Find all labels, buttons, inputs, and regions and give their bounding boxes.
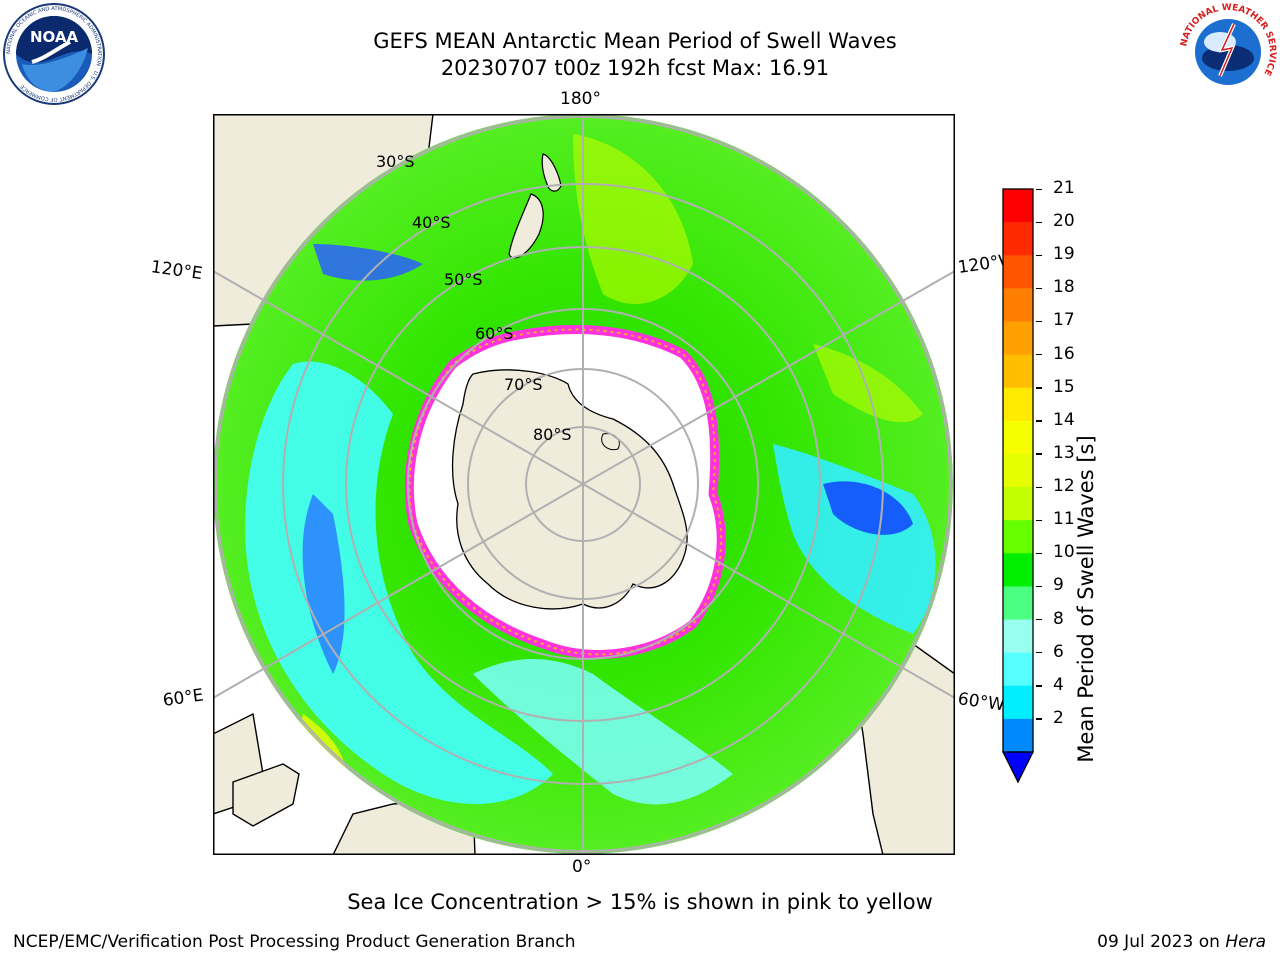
colorbar-tick-label: 11 — [1053, 509, 1075, 530]
swell-patch-cyan-pacific — [773, 444, 936, 634]
colorbar-tick-mark — [1036, 718, 1042, 720]
land-madagascar — [232, 763, 300, 827]
colorbar-swatch — [1003, 487, 1033, 521]
colorbar-tick-label: 8 — [1053, 608, 1064, 629]
colorbar-tick-label: 17 — [1053, 310, 1075, 331]
colorbar-tick-mark — [1036, 619, 1042, 621]
colorbar-tick-label: 2 — [1053, 707, 1064, 728]
colorbar-label: Mean Period of Swell Waves [s] — [1074, 435, 1098, 763]
colorbar-swatch — [1003, 453, 1033, 488]
colorbar-tick-label: 10 — [1053, 542, 1075, 563]
colorbar-swatch — [1003, 685, 1033, 720]
colorbar-tick-mark — [1036, 652, 1042, 654]
nws-logo: NATIONAL WEATHER SERVICE — [1179, 3, 1277, 100]
lon-label-120e: 120°E — [149, 257, 204, 285]
colorbar-extend-triangle — [1001, 751, 1035, 784]
colorbar-swatch — [1003, 321, 1033, 356]
colorbar-swatches — [1003, 189, 1033, 753]
colorbar-swatch — [1003, 619, 1033, 654]
colorbar-swatch — [1003, 553, 1033, 587]
lat-label-40s: 40°S — [412, 213, 451, 232]
colorbar-swatch — [1003, 189, 1033, 223]
footer-credit: NCEP/EMC/Verification Post Processing Pr… — [13, 932, 576, 952]
colorbar-tick-mark — [1036, 320, 1042, 323]
colorbar-label-holder: Mean Period of Swell Waves [s] — [1062, 435, 1098, 762]
colorbar — [1001, 188, 1035, 784]
sea-ice-edge — [408, 328, 723, 656]
lon-label-60e: 60°E — [161, 685, 205, 711]
noaa-logo-text: NOAA — [30, 28, 79, 46]
lat-label-70s: 70°S — [504, 375, 543, 394]
colorbar-tick-label: 18 — [1053, 277, 1075, 298]
colorbar-swatch — [1003, 652, 1033, 687]
chart-title: GEFS MEAN Antarctic Mean Period of Swell… — [373, 29, 897, 53]
meridian-lines — [213, 114, 955, 855]
lat-label-80s: 80°S — [533, 425, 572, 444]
colorbar-tick-mark — [1036, 453, 1042, 455]
colorbar-frame — [1002, 188, 1034, 753]
lon-label-60w: 60°W — [956, 689, 1006, 716]
noaa-logo: NATIONAL OCEANIC AND ATMOSPHERIC ADMINIS… — [3, 3, 105, 105]
polar-map — [213, 114, 955, 855]
colorbar-tick-label: 14 — [1053, 409, 1075, 430]
colorbar-tick-mark — [1036, 287, 1042, 290]
colorbar-tick-mark — [1036, 354, 1042, 356]
colorbar-tick-mark — [1036, 486, 1042, 488]
colorbar-tick-label: 15 — [1053, 376, 1075, 397]
colorbar-tick-mark — [1036, 254, 1042, 257]
colorbar-tick-mark — [1036, 420, 1042, 422]
land-antarctica — [451, 369, 688, 610]
colorbar-tick-label: 16 — [1053, 343, 1075, 364]
lon-label-180: 180° — [560, 89, 601, 109]
lat-label-50s: 50°S — [444, 270, 483, 289]
footer-date: 09 Jul 2023 on Hera — [1097, 932, 1266, 952]
sea-ice-note: Sea Ice Concentration > 15% is shown in … — [347, 890, 933, 914]
colorbar-swatch — [1003, 586, 1033, 621]
colorbar-swatch — [1003, 288, 1033, 322]
colorbar-tick-label: 4 — [1053, 674, 1064, 695]
colorbar-tick-label: 12 — [1053, 476, 1075, 497]
colorbar-swatch — [1003, 255, 1033, 289]
land-new-zealand-north — [541, 153, 562, 192]
colorbar-tick-mark — [1036, 188, 1042, 190]
colorbar-swatch — [1003, 222, 1033, 256]
map-content — [213, 114, 955, 855]
swell-patch-cyan-indian — [245, 361, 553, 804]
colorbar-tick-label: 13 — [1053, 442, 1075, 463]
colorbar-swatch — [1003, 718, 1033, 753]
colorbar-swatch — [1003, 420, 1033, 455]
colorbar-tick-label: 6 — [1053, 641, 1064, 662]
lat-label-60s: 60°S — [475, 324, 514, 343]
swell-patch-blue-tasman — [313, 244, 423, 281]
colorbar-tick-mark — [1036, 585, 1042, 588]
colorbar-swatch — [1003, 354, 1033, 389]
colorbar-swatch — [1003, 520, 1033, 554]
swell-patch-deepblue-pacific — [823, 481, 913, 535]
colorbar-tick-mark — [1036, 387, 1042, 389]
colorbar-tick-mark — [1036, 221, 1042, 223]
colorbar-tick-mark — [1036, 519, 1042, 521]
colorbar-tick-mark — [1036, 552, 1042, 555]
colorbar-tick-mark — [1036, 685, 1042, 687]
colorbar-swatch — [1003, 387, 1033, 422]
footer-date-text: 09 Jul 2023 on — [1097, 932, 1226, 952]
footer-host: Hera — [1225, 932, 1266, 952]
chart-subtitle: 20230707 t00z 192h fcst Max: 16.91 — [440, 56, 830, 80]
colorbar-tick-label: 21 — [1053, 178, 1075, 198]
colorbar-tick-label: 9 — [1053, 575, 1064, 596]
lat-label-30s: 30°S — [376, 152, 415, 171]
swell-patch-yellow-east — [813, 344, 923, 423]
swell-patch-cyan-atlantic — [473, 659, 733, 805]
map-frame — [213, 114, 955, 855]
colorbar-tick-label: 19 — [1053, 244, 1075, 265]
lon-label-0: 0° — [572, 857, 592, 877]
colorbar-tick-label: 20 — [1053, 211, 1075, 232]
